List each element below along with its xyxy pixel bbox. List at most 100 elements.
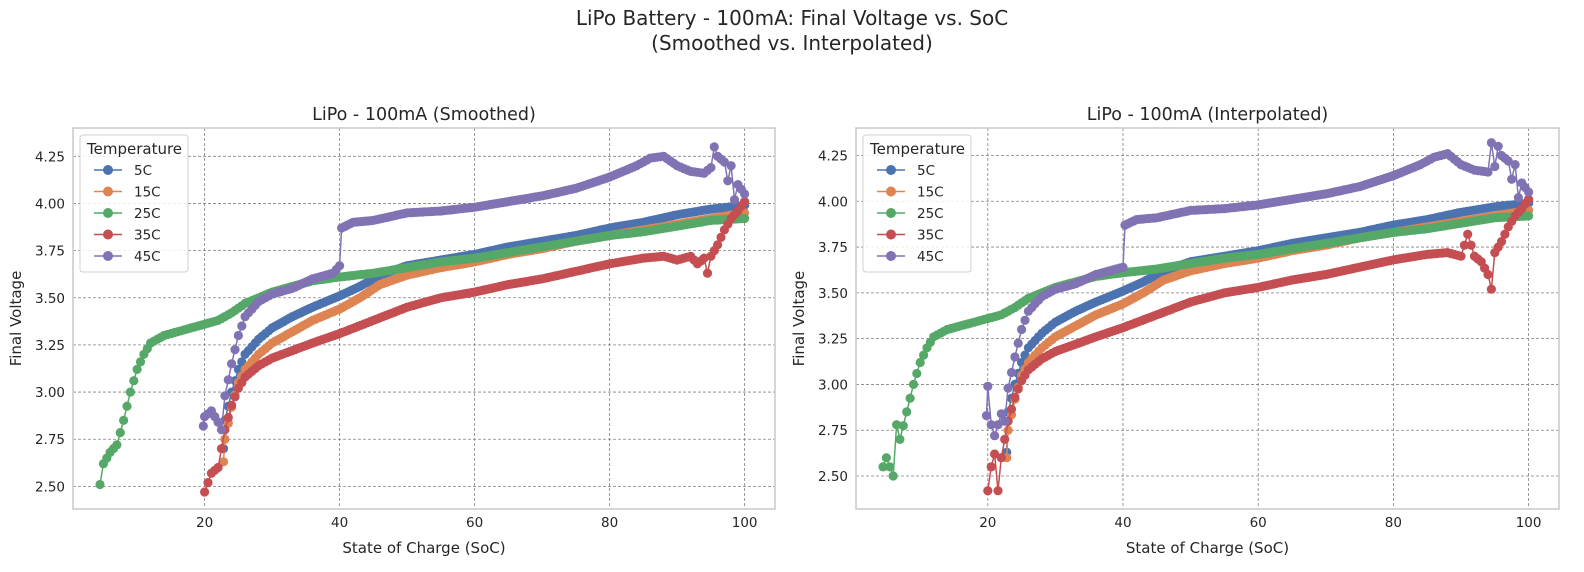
- data-point-35C: [1466, 240, 1476, 250]
- data-point-5C: [1020, 350, 1030, 360]
- data-point-35C: [716, 232, 726, 242]
- y-tick-label: 2.75: [35, 432, 65, 448]
- data-point-45C: [1013, 338, 1023, 348]
- data-point-45C: [1483, 167, 1493, 177]
- data-point-35C: [1459, 240, 1469, 250]
- data-point-35C: [230, 392, 240, 402]
- data-point-35C: [702, 268, 713, 278]
- figure-title-line-2: (Smoothed vs. Interpolated): [651, 31, 933, 55]
- data-point-45C: [996, 409, 1006, 419]
- data-point-25C: [115, 428, 125, 438]
- data-point-35C: [740, 197, 750, 207]
- data-point-25C: [112, 440, 122, 450]
- data-point-45C: [1510, 160, 1520, 170]
- data-point-45C: [1513, 193, 1523, 203]
- data-point-45C: [1000, 416, 1010, 426]
- x-tick-label: 20: [196, 515, 213, 531]
- data-point-35C: [216, 444, 227, 454]
- data-point-25C: [135, 357, 146, 367]
- legend-marker-45C: [886, 251, 896, 261]
- data-point-45C: [198, 421, 208, 431]
- data-point-45C: [740, 189, 750, 199]
- data-point-45C: [1486, 138, 1496, 148]
- y-tick-label: 4.25: [818, 148, 848, 164]
- chart-panel-2: 20 40 60 80 100 2.50 2.75 3.00 3.25 3.50 3.75 4.00 4…: [790, 105, 1560, 557]
- data-point-25C: [878, 462, 888, 472]
- data-point-25C: [129, 376, 139, 386]
- data-point-25C: [132, 364, 142, 374]
- legend-label-35C: 35C: [917, 228, 944, 244]
- legend-marker-35C: [103, 229, 113, 240]
- legend: Temperature 5C 15C 25C 35C 45C: [862, 134, 972, 273]
- axes-frame: [855, 127, 1560, 510]
- y-tick-label: 3.00: [818, 377, 848, 393]
- data-point-25C: [898, 421, 908, 431]
- y-tick-label: 3.75: [818, 240, 848, 256]
- data-point-25C: [908, 379, 919, 389]
- data-point-35C: [1006, 404, 1017, 414]
- data-point-35C: [200, 487, 210, 497]
- data-point-25C: [740, 213, 750, 224]
- chart-panel-1: 20 40 60 80 100 2.50 2.75 3.00 3.25 3.50 3.75 4.00 4…: [7, 105, 776, 557]
- data-point-25C: [919, 350, 929, 360]
- series-group: [878, 138, 1534, 496]
- data-point-45C: [1503, 156, 1513, 166]
- legend-marker-25C: [886, 208, 896, 218]
- data-point-35C: [1456, 251, 1466, 261]
- data-point-35C: [983, 486, 993, 496]
- data-point-45C: [723, 176, 733, 186]
- data-point-25C: [119, 415, 129, 425]
- data-point-35C: [1496, 237, 1507, 247]
- legend-marker-15C: [103, 186, 113, 197]
- y-tick-label: 2.75: [818, 423, 848, 439]
- data-point-45C: [1006, 367, 1017, 378]
- data-point-45C: [220, 391, 230, 401]
- data-point-45C: [216, 425, 227, 435]
- data-point-25C: [912, 368, 922, 379]
- legend-marker-15C: [886, 186, 896, 197]
- data-point-25C: [902, 407, 912, 417]
- x-tick-label: 80: [601, 515, 618, 531]
- data-point-35C: [1500, 229, 1510, 239]
- data-point-25C: [122, 401, 132, 411]
- chart-title: LiPo - 100mA (Interpolated): [1087, 105, 1329, 125]
- data-point-35C: [213, 462, 223, 473]
- series-35C: [200, 197, 750, 497]
- data-point-45C: [223, 375, 233, 385]
- data-point-25C: [905, 393, 915, 403]
- legend: Temperature 5C 15C 25C 35C 45C: [79, 134, 189, 273]
- data-point-35C: [223, 412, 233, 423]
- x-tick-label: 100: [732, 515, 758, 531]
- data-point-45C: [1010, 352, 1020, 362]
- data-point-45C: [230, 345, 240, 355]
- y-tick-label: 3.25: [818, 332, 848, 348]
- x-tick-label: 80: [1385, 515, 1402, 531]
- data-point-45C: [726, 161, 736, 171]
- data-point-45C: [213, 417, 223, 427]
- legend-label-45C: 45C: [917, 249, 944, 265]
- data-point-25C: [1524, 211, 1534, 221]
- data-point-25C: [888, 471, 898, 481]
- y-tick-label: 3.00: [35, 385, 65, 401]
- y-tick-label: 2.50: [35, 479, 65, 495]
- data-point-15C: [1003, 425, 1013, 435]
- data-point-35C: [1010, 392, 1020, 402]
- data-point-35C: [227, 400, 237, 410]
- x-tick-label: 20: [979, 515, 996, 531]
- data-point-45C: [983, 381, 993, 391]
- data-point-45C: [706, 163, 716, 173]
- axes-frame: [72, 127, 776, 510]
- data-point-15C: [220, 434, 230, 444]
- legend-title: Temperature: [86, 140, 182, 158]
- x-tick-label: 40: [331, 515, 348, 531]
- data-point-15C: [218, 457, 229, 467]
- data-point-35C: [713, 240, 723, 250]
- data-point-35C: [986, 462, 996, 472]
- data-point-35C: [1000, 434, 1010, 444]
- x-axis-label: State of Charge (SoC): [342, 539, 505, 557]
- x-tick-label: 60: [1250, 515, 1267, 531]
- chart-title: LiPo - 100mA (Smoothed): [312, 105, 536, 125]
- legend-label-15C: 15C: [134, 185, 161, 201]
- y-tick-label: 3.25: [35, 338, 65, 354]
- data-point-45C: [1524, 187, 1534, 197]
